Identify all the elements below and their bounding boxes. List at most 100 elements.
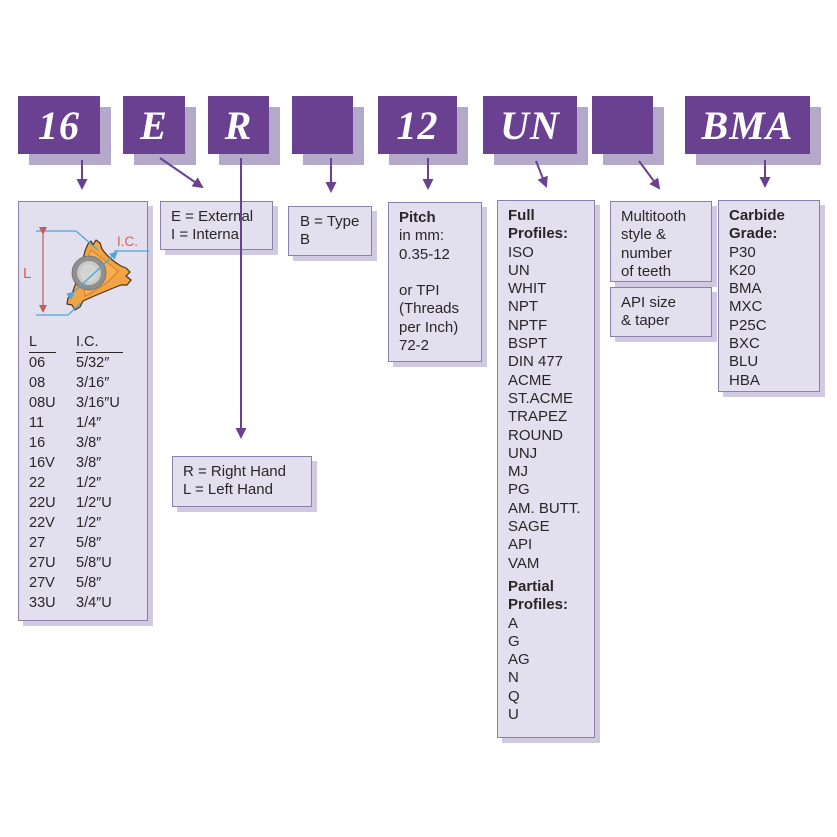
profile-item: AM. BUTT.	[508, 499, 581, 517]
size-panel: L I.C. L I.C. 06 5/32″ 08 3/16″ 08U 3/16″U	[18, 201, 149, 621]
insert-diagram: L I.C.	[23, 227, 149, 316]
profile-item: N	[508, 669, 519, 687]
table-row: 16 3/8″	[29, 433, 143, 453]
hand-panel: R = Right Hand L = Left Hand	[172, 456, 312, 507]
table-cell-l: 22V	[29, 515, 55, 531]
profile-item: G	[508, 632, 520, 650]
table-cell-ic: 1/2″U	[76, 495, 112, 511]
code-box-grade: BMA	[685, 96, 810, 154]
profile-item: PG	[508, 481, 530, 499]
table-cell-ic: 3/16″	[76, 375, 110, 391]
profile-item: ACME	[508, 371, 552, 389]
profile-item: DIN 477	[508, 353, 564, 371]
text-line: I = Internal	[171, 226, 243, 244]
grade-item: HBA	[729, 371, 760, 389]
heading-line: Full	[508, 207, 535, 224]
code-box-grade-label: BMA	[701, 102, 794, 148]
text-line: in mm:	[399, 227, 444, 245]
api-size-panel: API size & taper	[610, 287, 712, 337]
grade-item: P30	[729, 243, 756, 261]
dim-line-ic	[66, 251, 118, 300]
profiles-panel: Full Profiles: ISO UN WHIT NPT NPTF BSPT DIN 47…	[497, 200, 595, 738]
pitch-title: Pitch	[399, 209, 436, 226]
table-row: 27V 5/8″	[29, 573, 143, 593]
code-box-external-label: E	[140, 102, 168, 148]
code-box-hand: R	[208, 96, 269, 154]
multitooth-panel: Multitooth style & number of teeth	[610, 201, 712, 282]
heading-line: Carbide	[729, 207, 785, 224]
table-cell-l: 16V	[29, 455, 55, 471]
dim-label-ic: I.C.	[117, 234, 138, 249]
text-line: R = Right Hand	[183, 463, 286, 480]
table-cell-l: 22U	[29, 495, 56, 511]
text-line: API size	[621, 294, 677, 311]
profile-item: TRAPEZ	[508, 408, 568, 426]
full-profiles-heading: Full Profiles:	[508, 207, 590, 244]
profile-item: SAGE	[508, 518, 550, 536]
profile-item: UN	[508, 261, 530, 279]
arrow-profile	[535, 160, 548, 188]
code-box-size-label: 16	[38, 102, 80, 148]
grade-item: BMA	[729, 280, 762, 298]
carbide-grade-panel: Carbide Grade: P30 K20 BMA MXC P25C BXC BLU HBA	[718, 200, 820, 392]
code-box-external: E	[123, 96, 185, 154]
type-label: B = Type B	[300, 212, 360, 248]
table-cell-l: 08U	[29, 395, 56, 411]
grade-item: K20	[729, 261, 756, 279]
dim-extension-bottom	[36, 302, 82, 316]
grade-item: P25C	[729, 316, 767, 334]
arrow-multitooth	[638, 160, 661, 190]
profile-item: BSPT	[508, 335, 548, 353]
code-box-size: 16	[18, 96, 100, 154]
heading-line: Partial	[508, 577, 554, 595]
profile-item: UNJ	[508, 444, 538, 462]
table-cell-ic: 3/16″U	[76, 395, 120, 411]
table-cell-l: 27	[29, 535, 46, 551]
text-line: & taper	[621, 312, 670, 330]
partial-profiles-list: A G AG N Q U	[508, 615, 590, 725]
code-box-hand-label: R	[224, 102, 253, 148]
type-panel: B = Type B	[288, 206, 372, 256]
table-row: 08U 3/16″U	[29, 393, 143, 413]
text-line: number	[621, 244, 672, 262]
table-row: 08 3/16″	[29, 373, 143, 393]
code-box-type	[292, 96, 353, 154]
table-cell-l: 16	[29, 435, 46, 451]
text-line	[399, 264, 477, 282]
text-line: 72-2	[399, 337, 430, 355]
profile-item: A	[508, 614, 519, 632]
text-line: Multitooth	[621, 208, 687, 225]
table-cell-l: 11	[29, 415, 45, 431]
table-cell-ic: 5/8″U	[76, 555, 112, 571]
table-cell-l: 33U	[29, 595, 56, 611]
profile-item: Q	[508, 687, 520, 705]
text-line: of teeth	[621, 262, 672, 280]
heading-line: Grade:	[729, 225, 778, 243]
profile-item: NPTF	[508, 316, 548, 334]
code-box-multitooth	[592, 96, 653, 154]
table-row: 22 1/2″	[29, 473, 143, 493]
profile-item: WHIT	[508, 280, 547, 298]
dim-extension-top	[36, 230, 99, 251]
table-row: 11 1/4″	[29, 413, 143, 433]
table-header-l: L	[29, 332, 56, 353]
table-cell-ic: 3/4″U	[76, 595, 112, 611]
arrow-external	[159, 157, 204, 189]
table-cell-l: 27V	[29, 575, 55, 591]
profile-item: NPT	[508, 298, 538, 316]
table-row: 16V 3/8″	[29, 453, 143, 473]
table-header-ic: I.C.	[76, 332, 123, 353]
table-row: 22V 1/2″	[29, 513, 143, 533]
table-cell-ic: 3/8″	[76, 435, 102, 451]
text-line: style &	[621, 226, 667, 244]
code-box-profile: UN	[483, 96, 577, 154]
text-line: 0.35-12	[399, 245, 450, 263]
table-cell-ic: 1/2″	[76, 475, 102, 491]
external-internal-panel: E = External I = Internal	[160, 201, 273, 250]
heading-line: Profiles:	[508, 225, 569, 243]
pitch-lines: in mm: 0.35-12 or TPI (Threads per Inch) 72-2	[399, 227, 477, 355]
text-line: L = Left Hand	[183, 481, 273, 499]
table-cell-l: 27U	[29, 555, 56, 571]
table-cell-l: 22	[29, 475, 46, 491]
